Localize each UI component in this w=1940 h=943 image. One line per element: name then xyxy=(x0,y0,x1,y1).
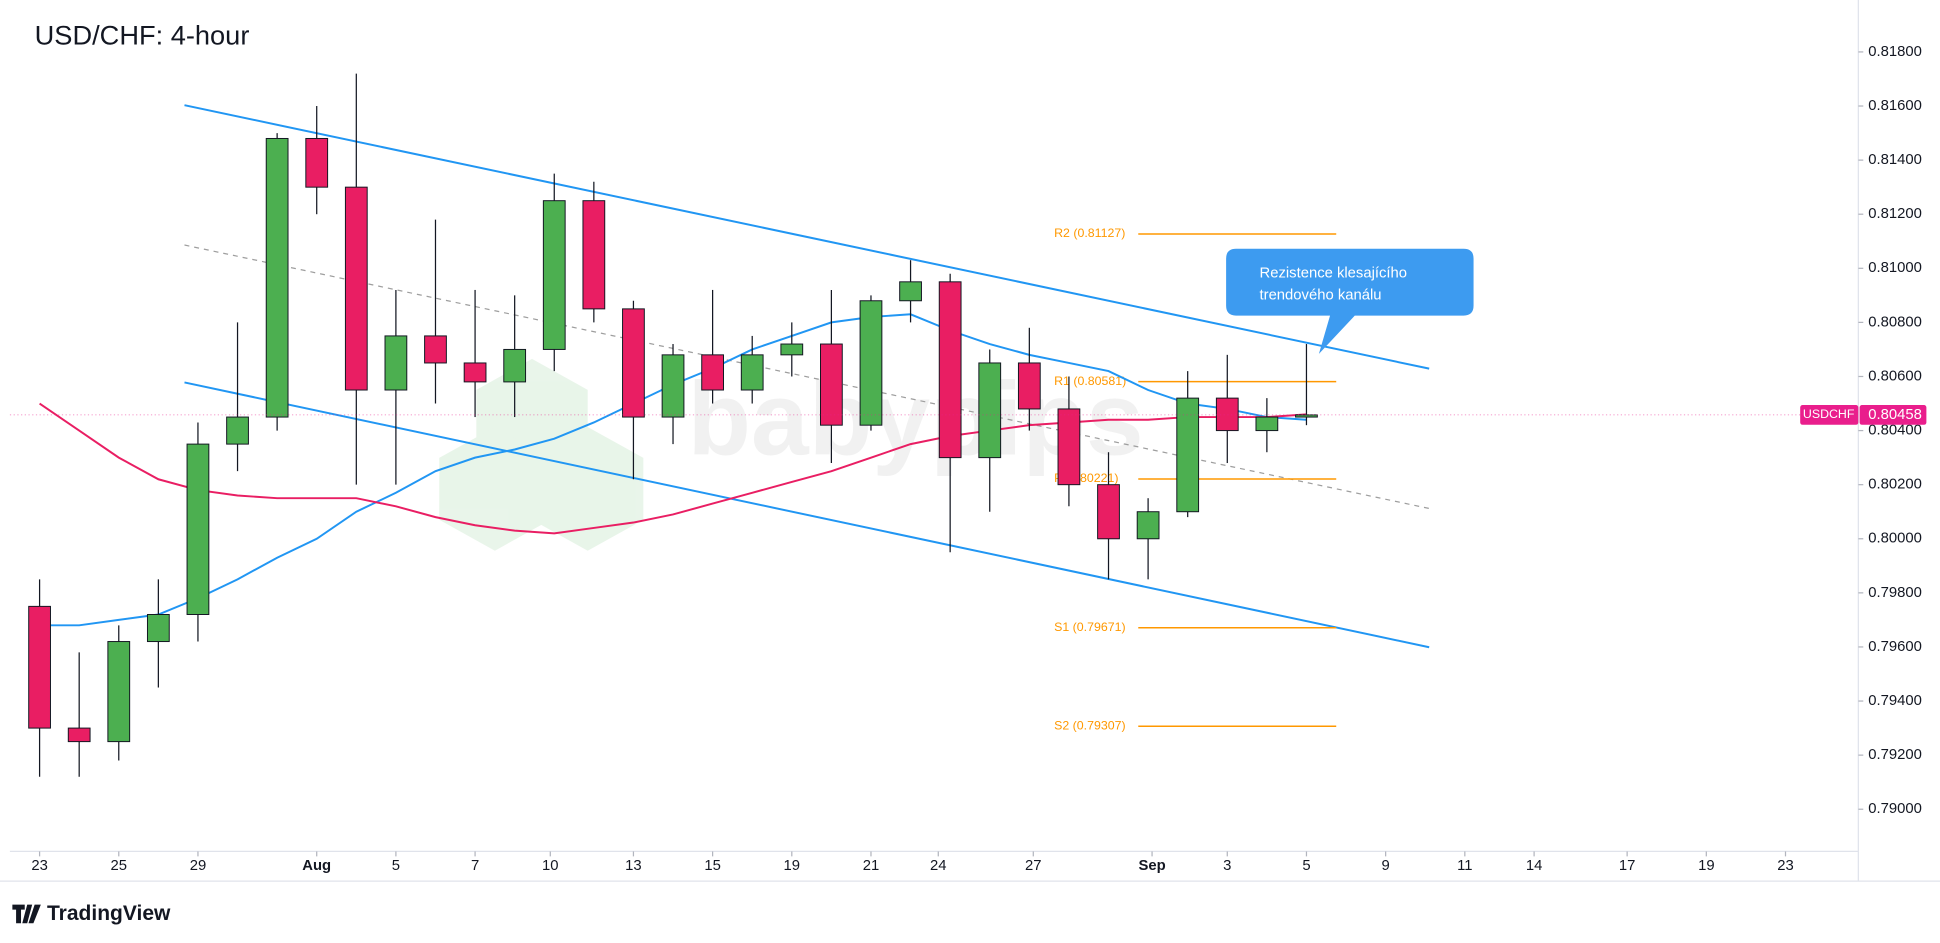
candle-body xyxy=(503,348,527,383)
pivot-label: S2 (0.79307) xyxy=(1054,718,1125,732)
candle-body xyxy=(67,727,91,743)
y-tick-label: 0.79800 xyxy=(1868,585,1922,601)
candle-body xyxy=(1215,397,1239,432)
x-tick-label: 17 xyxy=(1619,858,1635,874)
callout-text: trendového kanálu xyxy=(1260,288,1382,304)
candle-body xyxy=(1255,416,1279,432)
y-tick-label: 0.79200 xyxy=(1868,747,1922,763)
y-tick-label: 0.79000 xyxy=(1868,801,1922,817)
candle-body xyxy=(186,443,210,615)
pivot-label: R1 (0.80581) xyxy=(1054,374,1126,388)
pivot-label: S1 (0.79671) xyxy=(1054,620,1125,634)
candle-body xyxy=(28,605,51,729)
x-tick-label: 5 xyxy=(392,858,400,874)
x-tick-label: 23 xyxy=(1777,858,1793,874)
candle-body xyxy=(424,335,447,364)
candle-body xyxy=(1057,408,1081,486)
candle-body xyxy=(701,354,724,391)
candle-body xyxy=(820,343,843,426)
brand: TradingView xyxy=(47,902,171,925)
candle-body xyxy=(384,335,408,391)
pivot-label: R2 (0.81127) xyxy=(1054,226,1125,240)
candle-body xyxy=(1017,362,1041,410)
price-tag-bg xyxy=(1859,404,1927,425)
candle-body xyxy=(622,308,645,418)
x-tick-label: 11 xyxy=(1457,858,1472,874)
y-tick-label: 0.79600 xyxy=(1868,639,1922,655)
y-tick-label: 0.81200 xyxy=(1868,206,1922,222)
x-tick-label: 9 xyxy=(1382,858,1390,874)
candle-body xyxy=(780,343,804,356)
trendline xyxy=(184,104,1430,370)
x-tick-label: 19 xyxy=(784,858,800,874)
candle-body xyxy=(978,362,1002,459)
x-tick-label: 15 xyxy=(704,858,720,874)
price-tag-symbol: USDCHF xyxy=(1803,407,1855,421)
y-tick-label: 0.81400 xyxy=(1868,152,1922,168)
candle-body xyxy=(938,281,962,459)
callout-text: Rezistence klesajícího xyxy=(1260,265,1408,281)
watermark-logo xyxy=(439,358,644,551)
candle-body xyxy=(305,137,329,188)
candle-body xyxy=(344,186,368,391)
x-tick-label: 29 xyxy=(190,858,206,874)
brand-logo xyxy=(12,904,41,924)
candle-body xyxy=(899,281,922,302)
candle-body xyxy=(740,354,764,391)
x-tick-label: 13 xyxy=(625,858,641,874)
x-tick-label: 27 xyxy=(1025,858,1041,874)
candle-body xyxy=(661,354,685,418)
y-tick-label: 0.80800 xyxy=(1868,314,1922,330)
candle-body xyxy=(146,614,170,643)
y-tick-label: 0.81800 xyxy=(1868,44,1922,60)
x-tick-label: 14 xyxy=(1526,858,1542,874)
x-tick-label: 21 xyxy=(863,858,879,874)
x-tick-label: 10 xyxy=(542,858,558,874)
x-tick-label: 19 xyxy=(1698,858,1714,874)
callout-box xyxy=(1226,248,1474,354)
candle-body xyxy=(226,416,249,445)
price-tag-value: 0.80458 xyxy=(1868,407,1922,423)
y-tick-label: 0.81000 xyxy=(1868,260,1922,276)
x-tick-label: 23 xyxy=(31,858,47,874)
moving-average xyxy=(39,402,1307,535)
x-tick-label: 24 xyxy=(930,858,946,874)
candle-body xyxy=(859,300,883,426)
candle-body xyxy=(582,200,606,310)
x-tick-label: 25 xyxy=(111,858,127,874)
candle-body xyxy=(1097,484,1120,540)
trendline xyxy=(184,244,1430,510)
y-tick-label: 0.80600 xyxy=(1868,368,1922,384)
candle-body xyxy=(463,362,487,383)
x-tick-label: 3 xyxy=(1223,858,1231,874)
candle-body xyxy=(1136,511,1160,540)
x-tick-label: Aug xyxy=(302,858,331,874)
candle-body xyxy=(1176,397,1200,513)
y-tick-label: 0.80200 xyxy=(1868,477,1922,493)
x-tick-label: Sep xyxy=(1138,858,1165,874)
price-tag-symbol-bg xyxy=(1800,404,1859,425)
y-tick-label: 0.79400 xyxy=(1868,693,1922,709)
candle-body xyxy=(107,641,131,743)
chart-title: USD/CHF: 4-hour xyxy=(35,19,250,50)
y-tick-label: 0.80000 xyxy=(1868,531,1922,547)
x-tick-label: 7 xyxy=(471,858,479,874)
x-tick-label: 5 xyxy=(1302,858,1310,874)
y-tick-label: 0.81600 xyxy=(1868,98,1922,114)
y-tick-label: 0.80400 xyxy=(1868,423,1922,439)
trendline xyxy=(184,381,1430,649)
candle-body xyxy=(542,200,566,350)
candle-body xyxy=(265,137,289,418)
